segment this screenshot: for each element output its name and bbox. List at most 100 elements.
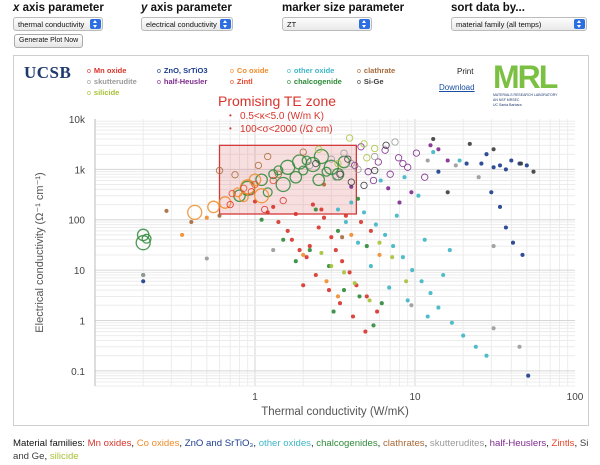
control-select-value: material family (all temps)	[456, 20, 542, 29]
data-point	[301, 283, 306, 288]
generate-plot-button[interactable]: Generate Plot Now	[14, 34, 84, 48]
data-point	[457, 158, 462, 163]
data-point	[316, 225, 321, 230]
data-point	[436, 169, 441, 174]
data-point	[335, 294, 341, 299]
data-point	[327, 155, 335, 163]
legend-item: o Zintl	[230, 77, 253, 86]
data-point	[526, 373, 531, 378]
data-point	[271, 204, 276, 209]
data-point	[520, 252, 525, 257]
data-point	[447, 248, 452, 253]
footer-separator: ,	[253, 438, 259, 449]
footer-family: chalcogenides	[316, 438, 378, 449]
data-point	[497, 204, 503, 209]
legend-label: ZnO, SrTiO3	[163, 66, 208, 75]
data-point	[323, 159, 339, 175]
data-point	[363, 329, 368, 334]
data-point	[347, 159, 355, 168]
legend-marker-icon: o	[357, 68, 361, 75]
data-point	[461, 333, 466, 338]
x-tick-label: 10	[409, 392, 421, 403]
data-point	[297, 248, 302, 253]
data-point	[464, 161, 469, 166]
data-point	[358, 219, 364, 225]
data-point	[215, 166, 224, 175]
legend-label: silicide	[93, 88, 120, 97]
data-point	[373, 222, 378, 227]
control-select[interactable]: ZT	[282, 17, 372, 31]
data-point	[386, 186, 391, 191]
data-point	[436, 305, 441, 310]
data-point	[337, 301, 343, 306]
data-point	[310, 202, 315, 207]
data-point	[509, 158, 514, 163]
data-point	[259, 217, 264, 222]
legend-label: skutterudite	[93, 77, 137, 86]
y-tick-label: 0.1	[71, 367, 85, 378]
control-select[interactable]: material family (all temps)	[451, 17, 587, 31]
data-point	[319, 207, 324, 212]
data-point	[390, 255, 395, 260]
data-point	[276, 219, 281, 225]
print-link[interactable]: Print	[457, 67, 474, 76]
data-point	[371, 152, 379, 161]
data-point	[445, 158, 450, 163]
data-point	[269, 176, 277, 185]
data-point	[364, 294, 369, 299]
data-point	[313, 272, 318, 278]
data-point	[354, 165, 362, 174]
data-point	[386, 170, 394, 178]
data-point	[335, 207, 341, 212]
data-point	[431, 150, 436, 155]
mrl-logo-line1: MATERIALS RESEARCH LABORATORY	[493, 93, 558, 97]
data-point	[307, 248, 312, 253]
data-point	[180, 232, 185, 237]
control-select[interactable]: thermal conductivity	[13, 17, 103, 31]
y-tick-label: 1k	[74, 165, 86, 176]
footer-family: half-Heuslers	[489, 438, 547, 449]
control-select[interactable]: electrical conductivity	[141, 17, 233, 31]
data-point	[279, 196, 287, 205]
control-0: x axis parameter thermal conductivity	[13, 2, 104, 31]
legend-marker-icon: o	[87, 79, 91, 86]
footer-family: silicide	[49, 451, 79, 462]
footer-separator: ,	[377, 438, 383, 449]
data-point	[412, 149, 421, 157]
data-point	[397, 200, 402, 205]
data-point	[387, 285, 392, 290]
ucsb-logo: UCSB	[24, 63, 72, 82]
data-point	[238, 192, 249, 203]
control-label-axis: y	[141, 2, 148, 14]
legend-item: o Co oxide	[230, 66, 269, 75]
data-point	[285, 228, 290, 233]
data-point	[497, 163, 503, 168]
data-point	[473, 344, 478, 349]
data-point	[315, 145, 323, 153]
data-point	[491, 326, 496, 331]
data-point	[321, 182, 327, 187]
data-point	[341, 270, 347, 275]
data-point	[476, 175, 481, 180]
data-point	[431, 136, 436, 142]
legend-label: Mn oxide	[93, 66, 127, 75]
data-point	[425, 314, 430, 319]
legend-label: clathrate	[363, 66, 396, 75]
data-point	[251, 180, 259, 189]
data-point	[377, 240, 382, 245]
data-point	[233, 189, 246, 203]
data-point	[340, 149, 348, 157]
data-point	[368, 228, 373, 233]
footer-family: Co oxides	[136, 438, 180, 449]
data-point	[377, 252, 382, 257]
footer-family: Si and Ge	[13, 438, 589, 462]
legend-label: chalcogenide	[293, 77, 342, 86]
data-point	[524, 163, 529, 168]
data-point	[404, 279, 409, 284]
data-point	[324, 279, 329, 284]
data-point	[312, 159, 320, 168]
data-point	[293, 211, 298, 217]
download-link[interactable]: Download	[439, 83, 475, 92]
footer-intro: Material families:	[13, 438, 88, 449]
data-point	[491, 165, 496, 170]
